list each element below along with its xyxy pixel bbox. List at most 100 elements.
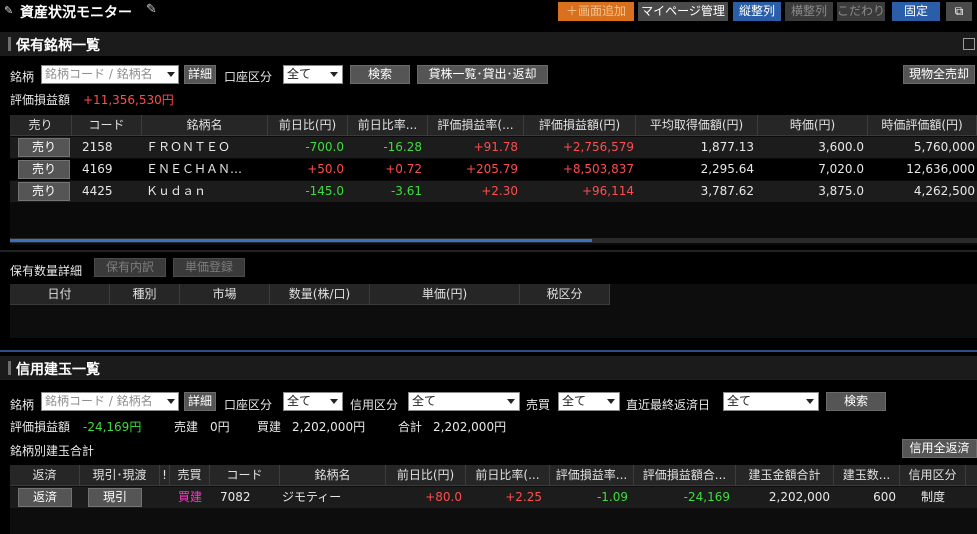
scrollbar-thumb[interactable] [10,239,592,242]
row-code: 2158 [82,140,113,154]
row-price: 3,875.0 [818,184,864,198]
holdings-title: 保有銘柄一覧 [16,38,100,54]
margin-detail-button[interactable]: 詳細 [184,392,216,411]
edit-title-icon[interactable]: ✎ [146,2,157,17]
row-name[interactable]: ＥＮＥＣＨＡＮ… [146,162,243,176]
chevron-down-icon [330,399,338,404]
col-delivery[interactable]: 現引･現渡 [80,465,160,486]
row-pl-pct: +205.79 [465,162,518,176]
add-panel-button[interactable]: ＋画面追加 [558,2,634,21]
stock-search-input[interactable]: 銘柄コード / 銘柄名 [41,65,179,84]
col-side[interactable]: 売買 [170,465,210,486]
row-chg: +50.0 [307,162,344,176]
col-amount[interactable]: 建玉金額合計 [736,465,834,486]
sell-position-value: 0円 [210,420,230,434]
row-price: 7,020.0 [818,162,864,176]
col-pl[interactable]: 評価損益額合... [634,465,736,486]
row-side: 買建 [177,490,202,504]
row-code: 4169 [82,162,113,176]
table-row: 売り 4425 Ｋｕｄａｎ -145.0 -3.61 +2.30 +96,114… [10,181,977,202]
col-sell[interactable]: 売り [10,115,72,136]
row-chg: -700.0 [305,140,344,154]
row-price: 3,600.0 [818,140,864,154]
col-name[interactable]: 銘柄名 [142,115,268,136]
row-avg: 3,787.62 [700,184,754,198]
stock-dropdown[interactable] [164,65,179,84]
pin-icon[interactable]: ✎ [4,4,14,17]
sell-button[interactable]: 売り [18,138,70,157]
row-name[interactable]: Ｋｕｄａｎ [146,184,207,198]
fixed-button[interactable]: 固定 [892,2,940,21]
due-date-select[interactable]: 全て [723,392,819,411]
sell-button[interactable]: 売り [18,182,70,201]
col-credit-type[interactable]: 信用区分 [900,465,966,486]
margin-search-button[interactable]: 検索 [826,392,886,411]
col-pl-pct[interactable]: 評価損益率(... [428,115,524,136]
account-type-select[interactable]: 全て [283,65,343,84]
col-tax[interactable]: 税区分 [520,284,610,305]
col-unit-price[interactable]: 単価(円) [370,284,520,305]
margin-stock-label: 銘柄 [10,398,35,412]
holdings-table-header: 売り コード 銘柄名 前日比(円) 前日比率... 評価損益率(... 評価損益… [10,115,977,136]
col-quantity[interactable]: 数量(株/口) [270,284,370,305]
unit-price-register-button[interactable]: 単価登録 [173,258,245,277]
buy-position-value: 2,202,000円 [292,420,366,434]
delivery-button[interactable]: 現引 [88,488,142,507]
expand-icon[interactable] [963,38,975,50]
col-pl-pct[interactable]: 評価損益率... [550,465,634,486]
col-chg[interactable]: 前日比(円) [268,115,348,136]
chevron-down-icon [806,399,814,404]
trade-side-label: 売買 [526,398,551,412]
col-avg[interactable]: 平均取得価額(円) [636,115,758,136]
margin-account-select[interactable]: 全て [283,392,343,411]
row-value: 12,636,000 [906,162,975,176]
quantity-table-header: 日付 種別 市場 数量(株/口) 単価(円) 税区分 [10,284,610,305]
col-pl[interactable]: 評価損益額(円) [524,115,636,136]
sell-all-button[interactable]: 現物全売却 [903,65,975,84]
row-name[interactable]: ＦＲＯＮＴＥＯ [146,140,231,154]
col-chg-pct[interactable]: 前日比率... [348,115,428,136]
credit-type-select[interactable]: 全て [408,392,520,411]
holdings-search-button[interactable]: 検索 [350,65,410,84]
sell-position-label: 売建 [174,420,199,434]
col-type[interactable]: 種別 [110,284,180,305]
mypage-manage-button[interactable]: マイページ管理 [638,2,728,21]
col-chg-pct[interactable]: 前日比率(... [466,465,550,486]
sell-button[interactable]: 売り [18,160,70,179]
row-code: 7082 [220,490,251,504]
col-name[interactable]: 銘柄名 [280,465,386,486]
col-code[interactable]: コード [72,115,142,136]
col-qty[interactable]: 建玉数... [834,465,900,486]
col-value[interactable]: 時価評価額(円) [868,115,977,136]
row-pl-pct: +91.78 [473,140,518,154]
row-name[interactable]: ジモティー [282,490,342,504]
col-chg[interactable]: 前日比(円) [386,465,466,486]
repay-button[interactable]: 返済 [18,488,72,507]
col-repay[interactable]: 返済 [10,465,80,486]
popout-icon[interactable]: ⧉ [946,2,972,21]
app-title: 資産状況モニター [20,5,132,21]
col-market[interactable]: 市場 [180,284,270,305]
preference-button[interactable]: こだわり [837,2,885,21]
row-avg: 2,295.64 [700,162,754,176]
trade-side-select[interactable]: 全て [558,392,620,411]
margin-stock-input[interactable]: 銘柄コード / 銘柄名 [41,392,179,411]
horizontal-scrollbar[interactable] [10,238,977,243]
col-flag[interactable]: ! [160,465,170,486]
row-credit-type: 制度 [920,490,945,504]
row-avg: 1,877.13 [700,140,754,154]
col-code[interactable]: コード [210,465,280,486]
holding-detail-button[interactable]: 保有内訳 [94,258,166,277]
holdings-panel-header: 保有銘柄一覧 [0,32,977,56]
margin-stock-dropdown[interactable] [164,392,179,411]
col-date[interactable]: 日付 [10,284,110,305]
holdings-detail-button[interactable]: 詳細 [184,65,216,84]
lending-button[interactable]: 貸株一覧･貸出･返却 [417,65,548,84]
table-row: 売り 4169 ＥＮＥＣＨＡＮ… +50.0 +0.72 +205.79 +8,… [10,159,977,180]
col-price[interactable]: 時価(円) [758,115,868,136]
vertical-align-button[interactable]: 縦整列 [733,2,781,21]
repay-all-button[interactable]: 信用全返済 [902,439,977,458]
horizontal-align-button[interactable]: 横整列 [785,2,833,21]
table-row: 売り 2158 ＦＲＯＮＴＥＯ -700.0 -16.28 +91.78 +2,… [10,137,977,158]
row-pl-pct: +2.30 [481,184,518,198]
